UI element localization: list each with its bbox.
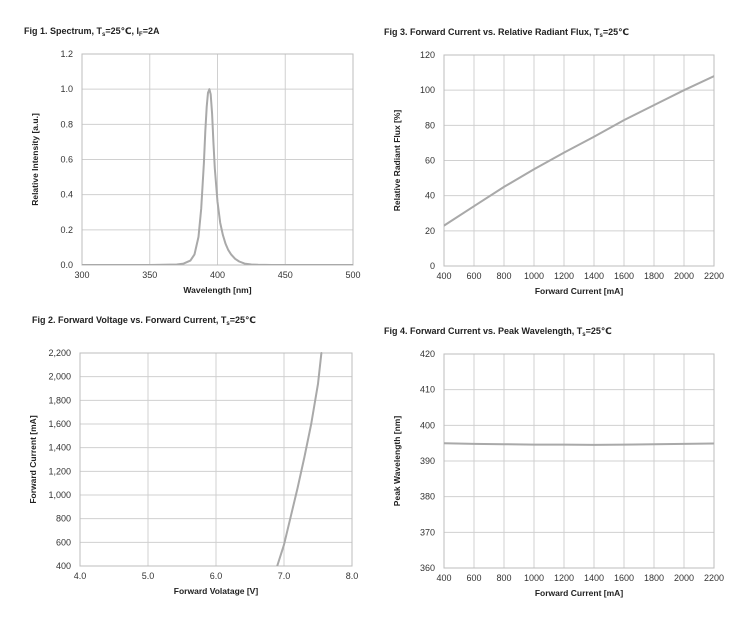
fig1-xtick-label: 500 xyxy=(345,270,360,280)
fig2-chart: 400 600 800 1,000 1,200 1,400 1,600 1,800 2,000 2… xyxy=(28,348,358,596)
fig3-xtick-label: 2200 xyxy=(704,271,724,281)
fig4-ytick-label: 400 xyxy=(420,420,435,430)
fig2-xlabel: Forward Volatage [V] xyxy=(174,586,259,596)
fig2-xtick-label: 4.0 xyxy=(74,571,87,581)
fig2-ytick-label: 1,600 xyxy=(48,419,71,429)
fig3-xtick-label: 1600 xyxy=(614,271,634,281)
fig2-xtick-label: 7.0 xyxy=(278,571,291,581)
fig2-ytick-label: 1,000 xyxy=(48,490,71,500)
fig2-plot-frame xyxy=(79,352,353,567)
fig3-title: Fig 3. Forward Current vs. Relative Radi… xyxy=(384,27,630,39)
fig1-plot-frame xyxy=(81,53,354,266)
fig4-xtick-label: 1200 xyxy=(554,573,574,583)
fig4-xtick-label: 800 xyxy=(496,573,511,583)
fig2-ytick-label: 800 xyxy=(56,514,71,524)
fig3-chart: 0 20 40 60 80 100 120 400 600 800 1000 1200 1400 1600… xyxy=(392,50,724,296)
fig2-ytick-label: 400 xyxy=(56,561,71,571)
fig4-plot-frame xyxy=(443,353,715,569)
fig2-ytick-label: 1,200 xyxy=(48,466,71,476)
fig2-xtick-label: 8.0 xyxy=(346,571,359,581)
fig2-ytick-label: 1,400 xyxy=(48,443,71,453)
fig4-xtick-label: 1800 xyxy=(644,573,664,583)
fig4-ytick-label: 420 xyxy=(420,349,435,359)
fig3-xtick-label: 1200 xyxy=(554,271,574,281)
fig2-ytick-label: 600 xyxy=(56,537,71,547)
fig4-xtick-label: 1600 xyxy=(614,573,634,583)
fig1-ytick-label: 1.2 xyxy=(60,49,73,59)
fig2-ytick-label: 1,800 xyxy=(48,395,71,405)
fig1-xtick-label: 300 xyxy=(74,270,89,280)
fig2-title: Fig 2. Forward Voltage vs. Forward Curre… xyxy=(32,315,256,327)
fig3-xtick-label: 600 xyxy=(466,271,481,281)
fig1-ylabel: Relative Intensity [a.u.] xyxy=(30,113,40,206)
fig4-xlabel: Forward Current [mA] xyxy=(535,588,623,598)
fig1-xtick-label: 350 xyxy=(142,270,157,280)
fig1-xtick-label: 450 xyxy=(278,270,293,280)
fig3-ylabel: Relative Radiant Flux [%] xyxy=(392,110,402,212)
fig2-ylabel: Forward Current [mA] xyxy=(28,415,38,503)
fig2-xtick-label: 6.0 xyxy=(210,571,223,581)
fig1-ytick-label: 0.2 xyxy=(60,225,73,235)
fig4-xtick-label: 2000 xyxy=(674,573,694,583)
fig1-xlabel: Wavelength [nm] xyxy=(183,285,251,295)
fig2-ytick-label: 2,000 xyxy=(48,372,71,382)
fig3-ytick-label: 100 xyxy=(420,85,435,95)
fig3-xtick-label: 1400 xyxy=(584,271,604,281)
fig4-xtick-label: 2200 xyxy=(704,573,724,583)
fig4-series-line xyxy=(444,442,714,446)
fig3-xtick-label: 2000 xyxy=(674,271,694,281)
fig1-ytick-label: 1.0 xyxy=(60,84,73,94)
fig4-title: Fig 4. Forward Current vs. Peak Waveleng… xyxy=(384,326,612,338)
fig1-ytick-label: 0.8 xyxy=(60,119,73,129)
fig4-xtick-label: 400 xyxy=(436,573,451,583)
fig3-xlabel: Forward Current [mA] xyxy=(535,286,623,296)
fig4-xtick-label: 1400 xyxy=(584,573,604,583)
fig1-ytick-label: 0.0 xyxy=(60,260,73,270)
fig1-ytick-label: 0.4 xyxy=(60,190,73,200)
fig3-xtick-label: 1800 xyxy=(644,271,664,281)
fig1-title: Fig 1. Spectrum, Ts=25℃, IF=2A xyxy=(24,26,160,38)
fig4-chart: 360 370 380 390 400 410 420 400 600 800 1000 1200 14… xyxy=(392,349,724,598)
fig4-ytick-label: 380 xyxy=(420,492,435,502)
fig4-xtick-label: 600 xyxy=(466,573,481,583)
fig2-series-line xyxy=(276,352,323,566)
fig3-series-line xyxy=(444,75,714,227)
fig4-ytick-label: 410 xyxy=(420,385,435,395)
fig1-ytick-label: 0.6 xyxy=(60,155,73,165)
fig3-ytick-label: 60 xyxy=(425,156,435,166)
fig2-ytick-label: 2,200 xyxy=(48,348,71,358)
fig3-ytick-label: 80 xyxy=(425,120,435,130)
fig1-series-line xyxy=(82,88,353,265)
fig4-ylabel: Peak Wavelength [nm] xyxy=(392,416,402,507)
fig3-xtick-label: 1000 xyxy=(524,271,544,281)
fig3-ytick-label: 40 xyxy=(425,191,435,201)
fig4-ytick-label: 370 xyxy=(420,527,435,537)
fig1-chart: 0.0 0.2 0.4 0.6 0.8 1.0 1.2 300 350 400 450 500 Wave… xyxy=(30,49,361,295)
fig4-ytick-label: 390 xyxy=(420,456,435,466)
fig4-ytick-label: 360 xyxy=(420,563,435,573)
fig3-xtick-label: 400 xyxy=(436,271,451,281)
fig3-ytick-label: 0 xyxy=(430,261,435,271)
fig1-xtick-label: 400 xyxy=(210,270,225,280)
fig3-ytick-label: 20 xyxy=(425,226,435,236)
fig2-xtick-label: 5.0 xyxy=(142,571,155,581)
fig3-ytick-label: 120 xyxy=(420,50,435,60)
fig3-plot-frame xyxy=(443,54,715,267)
fig4-xtick-label: 1000 xyxy=(524,573,544,583)
fig3-xtick-label: 800 xyxy=(496,271,511,281)
